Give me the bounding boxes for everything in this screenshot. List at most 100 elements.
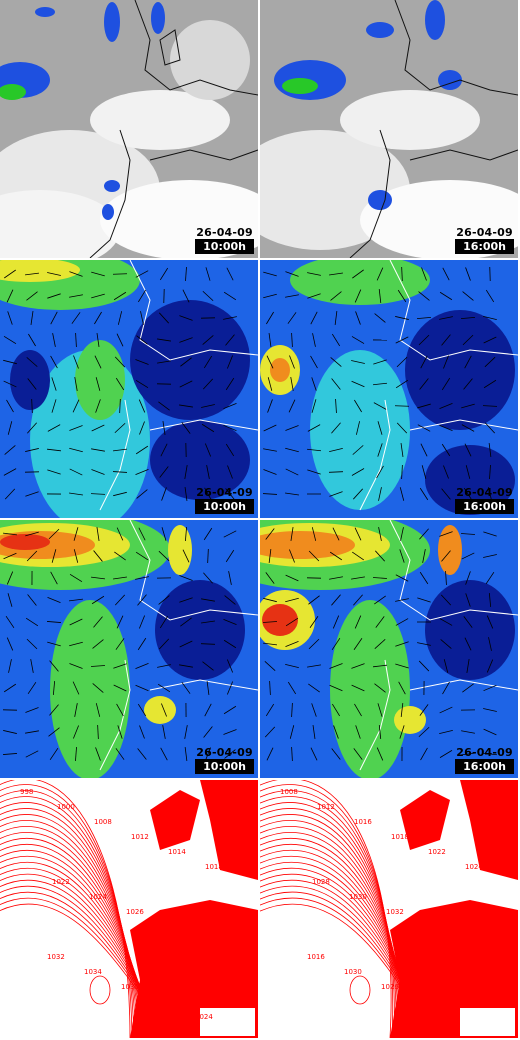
wind-arrow — [182, 549, 190, 563]
wind-arrow — [159, 466, 169, 478]
wind-arrow — [331, 378, 341, 390]
wind-arrow — [158, 401, 170, 411]
wind-arrow — [160, 443, 168, 457]
wind-arrow — [49, 704, 59, 716]
wind-arrow — [179, 597, 193, 603]
wind-arrow — [333, 725, 339, 739]
date-label: 26-04-09 — [456, 486, 513, 499]
wind-arrow — [91, 469, 105, 475]
wind-arrow — [485, 289, 495, 303]
wind-arrows — [262, 266, 498, 501]
wind-arrow — [73, 527, 79, 541]
satellite-panel-1000: 26-04-09 10:00h — [0, 0, 258, 258]
wind-arrow — [223, 705, 237, 715]
wind-arrow — [135, 684, 149, 692]
wind-arrow — [439, 618, 453, 626]
wind-arrow — [117, 725, 123, 739]
isobar-label: 1018 — [205, 863, 223, 871]
wind-arrow — [329, 272, 343, 276]
wind-arrow — [311, 399, 317, 413]
wind-arrow — [397, 289, 407, 303]
wind-arrow — [117, 311, 123, 325]
wind-arrow — [464, 443, 472, 457]
wind-arrow — [114, 594, 126, 606]
wind-arrow — [483, 379, 497, 389]
wind-arrow — [223, 639, 237, 649]
wind-arrow — [439, 316, 453, 320]
wind-arrow — [6, 399, 14, 413]
wind-arrow — [95, 747, 101, 761]
wind-arrow — [401, 266, 403, 282]
wind-arrow — [26, 550, 38, 562]
wind-arrow — [119, 398, 121, 414]
wind-arrow — [69, 573, 83, 583]
wind-arrow — [202, 661, 214, 671]
wind-arrow — [310, 355, 318, 369]
wind-arrow — [162, 421, 166, 435]
wind-arrow — [203, 527, 213, 541]
wind-arrow — [94, 355, 102, 369]
wind-arrow — [267, 377, 273, 391]
wind-arrow — [27, 378, 37, 390]
wind-arrow — [52, 333, 56, 347]
wind-arrow — [461, 403, 475, 409]
date-label: 26-04-09 — [196, 486, 253, 499]
wind-arrow — [308, 595, 320, 605]
wind-arrow — [91, 448, 105, 452]
wind-arrow — [157, 338, 171, 342]
time-label: 10:00h — [195, 759, 254, 774]
wind-arrow — [207, 548, 209, 564]
wind-arrow — [354, 527, 362, 541]
wind-arrow — [90, 493, 106, 495]
wind-arrow — [137, 703, 147, 717]
wind-arrow — [419, 528, 429, 540]
wind-arrow — [138, 399, 146, 413]
wind-arrow — [462, 683, 474, 693]
wind-arrow — [27, 594, 37, 606]
wind-map-image — [260, 260, 518, 518]
wind-arrow — [202, 378, 214, 390]
wind-arrow — [353, 638, 363, 650]
wind-arrow — [205, 267, 211, 281]
isobar-label: 1034 — [423, 923, 441, 931]
wind-arrow — [47, 469, 61, 475]
wind-arrow — [440, 639, 452, 649]
wind-arrow — [115, 377, 125, 391]
isobar-label: 1022 — [52, 878, 70, 886]
isobar-label: 1018 — [460, 938, 478, 946]
wind-arrow — [6, 571, 14, 585]
wind-arrow — [289, 725, 295, 739]
wind-arrow — [376, 267, 384, 281]
wind-arrow — [285, 271, 299, 277]
wind-arrow — [463, 378, 473, 390]
wind-arrow — [263, 597, 277, 603]
wind-arrow — [7, 421, 13, 435]
wind-arrow — [269, 680, 271, 696]
wind-arrow — [263, 424, 277, 432]
wind-arrow — [377, 703, 383, 717]
wind-arrow — [376, 747, 384, 761]
wind-arrow — [417, 424, 431, 432]
wind-arrow — [115, 638, 125, 650]
wind-arrow — [69, 663, 83, 669]
wind-arrow — [52, 680, 56, 696]
isobar-line — [0, 820, 145, 1038]
wind-arrow — [113, 291, 127, 301]
wind-arrow — [95, 399, 101, 413]
wind-arrow — [354, 289, 362, 303]
wind-arrow — [445, 570, 447, 586]
wind-arrow — [374, 639, 386, 649]
wind-arrow — [7, 593, 13, 607]
wind-arrow — [329, 684, 343, 692]
wind-map-image — [260, 520, 518, 778]
wind-arrow — [226, 659, 234, 673]
wind-arrow — [158, 595, 170, 605]
wind-arrow — [51, 399, 57, 413]
isobar-line — [0, 790, 135, 1038]
wind-arrow — [395, 574, 409, 582]
wind-arrow — [135, 663, 149, 669]
wind-arrow — [483, 708, 497, 712]
wind-arrow — [285, 597, 299, 603]
time-label: 10:00h — [195, 499, 254, 514]
